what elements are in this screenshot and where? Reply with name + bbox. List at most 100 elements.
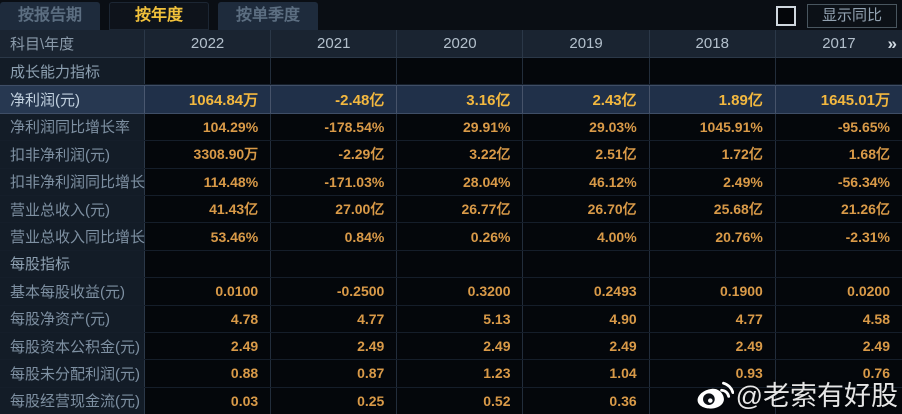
section-row: 每股指标 xyxy=(0,250,902,279)
value-cell: 0.76 xyxy=(775,360,902,387)
value-cell xyxy=(523,58,650,85)
value-cell: 4.00% xyxy=(523,223,650,250)
value-cell xyxy=(649,250,776,278)
tab-by-report-period[interactable]: 按报告期 xyxy=(0,2,100,30)
year-header-2021: 2021 xyxy=(271,30,398,57)
table-body: 成长能力指标 净利润(元) 1064.84万 -2.48亿 3.16亿 2.43亿 1.89… xyxy=(0,58,902,414)
table-row: 营业总收入同比增长率 53.46% 0.84% 0.26% 4.00% 20.76% -2.… xyxy=(0,223,902,251)
table-row: 每股净资产(元) 4.78 4.77 5.13 4.90 4.77 4.58 xyxy=(0,305,902,333)
value-cell: 4.77 xyxy=(649,305,776,332)
value-cell: 0.0200 xyxy=(775,278,902,305)
value-cell: 0.87 xyxy=(271,360,398,387)
value-cell: -2.31% xyxy=(775,223,902,250)
table-row: 扣非净利润(元) 3308.90万 -2.29亿 3.22亿 2.51亿 1.72亿 1.6… xyxy=(0,141,902,169)
value-cell: 0.52 xyxy=(397,387,524,414)
value-cell: 2.43亿 xyxy=(523,86,650,113)
row-label: 净利润(元) xyxy=(0,86,145,113)
show-yoy-checkbox[interactable] xyxy=(775,6,796,26)
show-yoy-label[interactable]: 显示同比 xyxy=(806,4,897,28)
value-cell: 104.29% xyxy=(145,113,272,141)
value-cell: 53.46% xyxy=(145,223,272,250)
year-header-2017: 2017» xyxy=(822,33,898,53)
table-row: 营业总收入(元) 41.43亿 27.00亿 26.77亿 26.70亿 25.68亿 21… xyxy=(0,195,902,224)
row-label: 净利润同比增长率 xyxy=(0,113,145,141)
yoy-controls: 显示同比 xyxy=(775,4,897,28)
value-cell: -0.2500 xyxy=(271,278,398,305)
value-cell: 3308.90万 xyxy=(145,141,272,168)
value-cell: 1.89亿 xyxy=(649,86,776,113)
row-label: 每股指标 xyxy=(0,250,145,278)
value-cell: 5.13 xyxy=(397,305,524,332)
row-label: 扣非净利润(元) xyxy=(0,141,145,168)
value-cell: 2.49 xyxy=(397,332,524,360)
section-row: 成长能力指标 xyxy=(0,58,902,86)
value-cell xyxy=(271,58,398,85)
value-cell: 4.58 xyxy=(775,305,902,332)
value-cell: 46.12% xyxy=(523,168,650,195)
value-cell: 1.72亿 xyxy=(649,141,776,168)
value-cell: 0.84% xyxy=(271,223,398,250)
value-cell xyxy=(397,58,524,85)
value-cell: 0.0100 xyxy=(145,278,272,305)
value-cell: 4.90 xyxy=(523,305,650,332)
table-row: 每股资本公积金(元) 2.49 2.49 2.49 2.49 2.49 2.49 xyxy=(0,332,902,361)
value-cell: 29.03% xyxy=(523,113,650,141)
value-cell: -56.34% xyxy=(775,168,902,195)
table-row: 净利润同比增长率 104.29% -178.54% 29.91% 29.03% 1045.… xyxy=(0,113,902,142)
value-cell: 21.26亿 xyxy=(775,195,902,223)
value-cell: 0.36 xyxy=(523,387,650,414)
row-label: 基本每股收益(元) xyxy=(0,278,145,305)
corner-label: 科目\年度 xyxy=(0,30,145,57)
value-cell: 2.49% xyxy=(649,168,776,195)
period-tab-bar: 按报告期 按年度 按单季度 显示同比 xyxy=(0,0,902,30)
value-cell: 2.49 xyxy=(649,332,776,360)
value-cell xyxy=(649,58,776,85)
table-header-row: 科目\年度 2022 2021 2020 2019 2018 2017» xyxy=(0,30,902,58)
row-label: 每股净资产(元) xyxy=(0,305,145,332)
table-row: 基本每股收益(元) 0.0100 -0.2500 0.3200 0.2493 0.1900… xyxy=(0,278,902,306)
value-cell xyxy=(775,250,902,278)
value-cell: 26.70亿 xyxy=(523,195,650,223)
value-cell: 27.00亿 xyxy=(271,195,398,223)
row-label: 营业总收入(元) xyxy=(0,195,145,223)
value-cell: 1645.01万 xyxy=(775,86,902,113)
row-label: 每股经营现金流(元) xyxy=(0,387,145,414)
value-cell: 4.78 xyxy=(145,305,272,332)
value-cell: 2.49 xyxy=(271,332,398,360)
value-cell xyxy=(775,58,902,85)
value-cell: 2.49 xyxy=(523,332,650,360)
more-years-icon[interactable]: » xyxy=(887,33,898,53)
value-cell: 25.68亿 xyxy=(649,195,776,223)
value-cell: 1045.91% xyxy=(649,113,776,141)
value-cell: 4.77 xyxy=(271,305,398,332)
value-cell: -178.54% xyxy=(271,113,398,141)
value-cell: -2.48亿 xyxy=(271,86,398,113)
value-cell: 3.16亿 xyxy=(397,86,524,113)
row-label: 营业总收入同比增长率 xyxy=(0,223,160,250)
value-cell: 2.49 xyxy=(145,332,272,360)
value-cell: 114.48% xyxy=(145,168,272,195)
row-label: 扣非净利润同比增长率 xyxy=(0,168,160,195)
value-cell: -95.65% xyxy=(775,113,902,141)
value-cell xyxy=(145,250,272,278)
tab-by-single-quarter[interactable]: 按单季度 xyxy=(218,2,318,30)
tab-by-year[interactable]: 按年度 xyxy=(109,2,209,30)
value-cell: 26.77亿 xyxy=(397,195,524,223)
value-cell: 0.93 xyxy=(649,360,776,387)
row-label: 每股未分配利润(元) xyxy=(0,360,145,387)
table-row: 每股未分配利润(元) 0.88 0.87 1.23 1.04 0.93 0.76 xyxy=(0,360,902,388)
year-header-2019: 2019 xyxy=(523,30,650,57)
value-cell: 0.03 xyxy=(145,387,272,414)
value-cell: 1.23 xyxy=(397,360,524,387)
year-header-2018: 2018 xyxy=(650,30,776,57)
value-cell xyxy=(523,250,650,278)
value-cell: 2.51亿 xyxy=(523,141,650,168)
table-row: 每股经营现金流(元) 0.03 0.25 0.52 0.36 xyxy=(0,387,902,414)
value-cell: 2.49 xyxy=(775,332,902,360)
value-cell: 0.25 xyxy=(271,387,398,414)
value-cell: 20.76% xyxy=(649,223,776,250)
year-header-2020: 2020 xyxy=(397,30,524,57)
value-cell xyxy=(397,250,524,278)
value-cell: 0.26% xyxy=(397,223,524,250)
